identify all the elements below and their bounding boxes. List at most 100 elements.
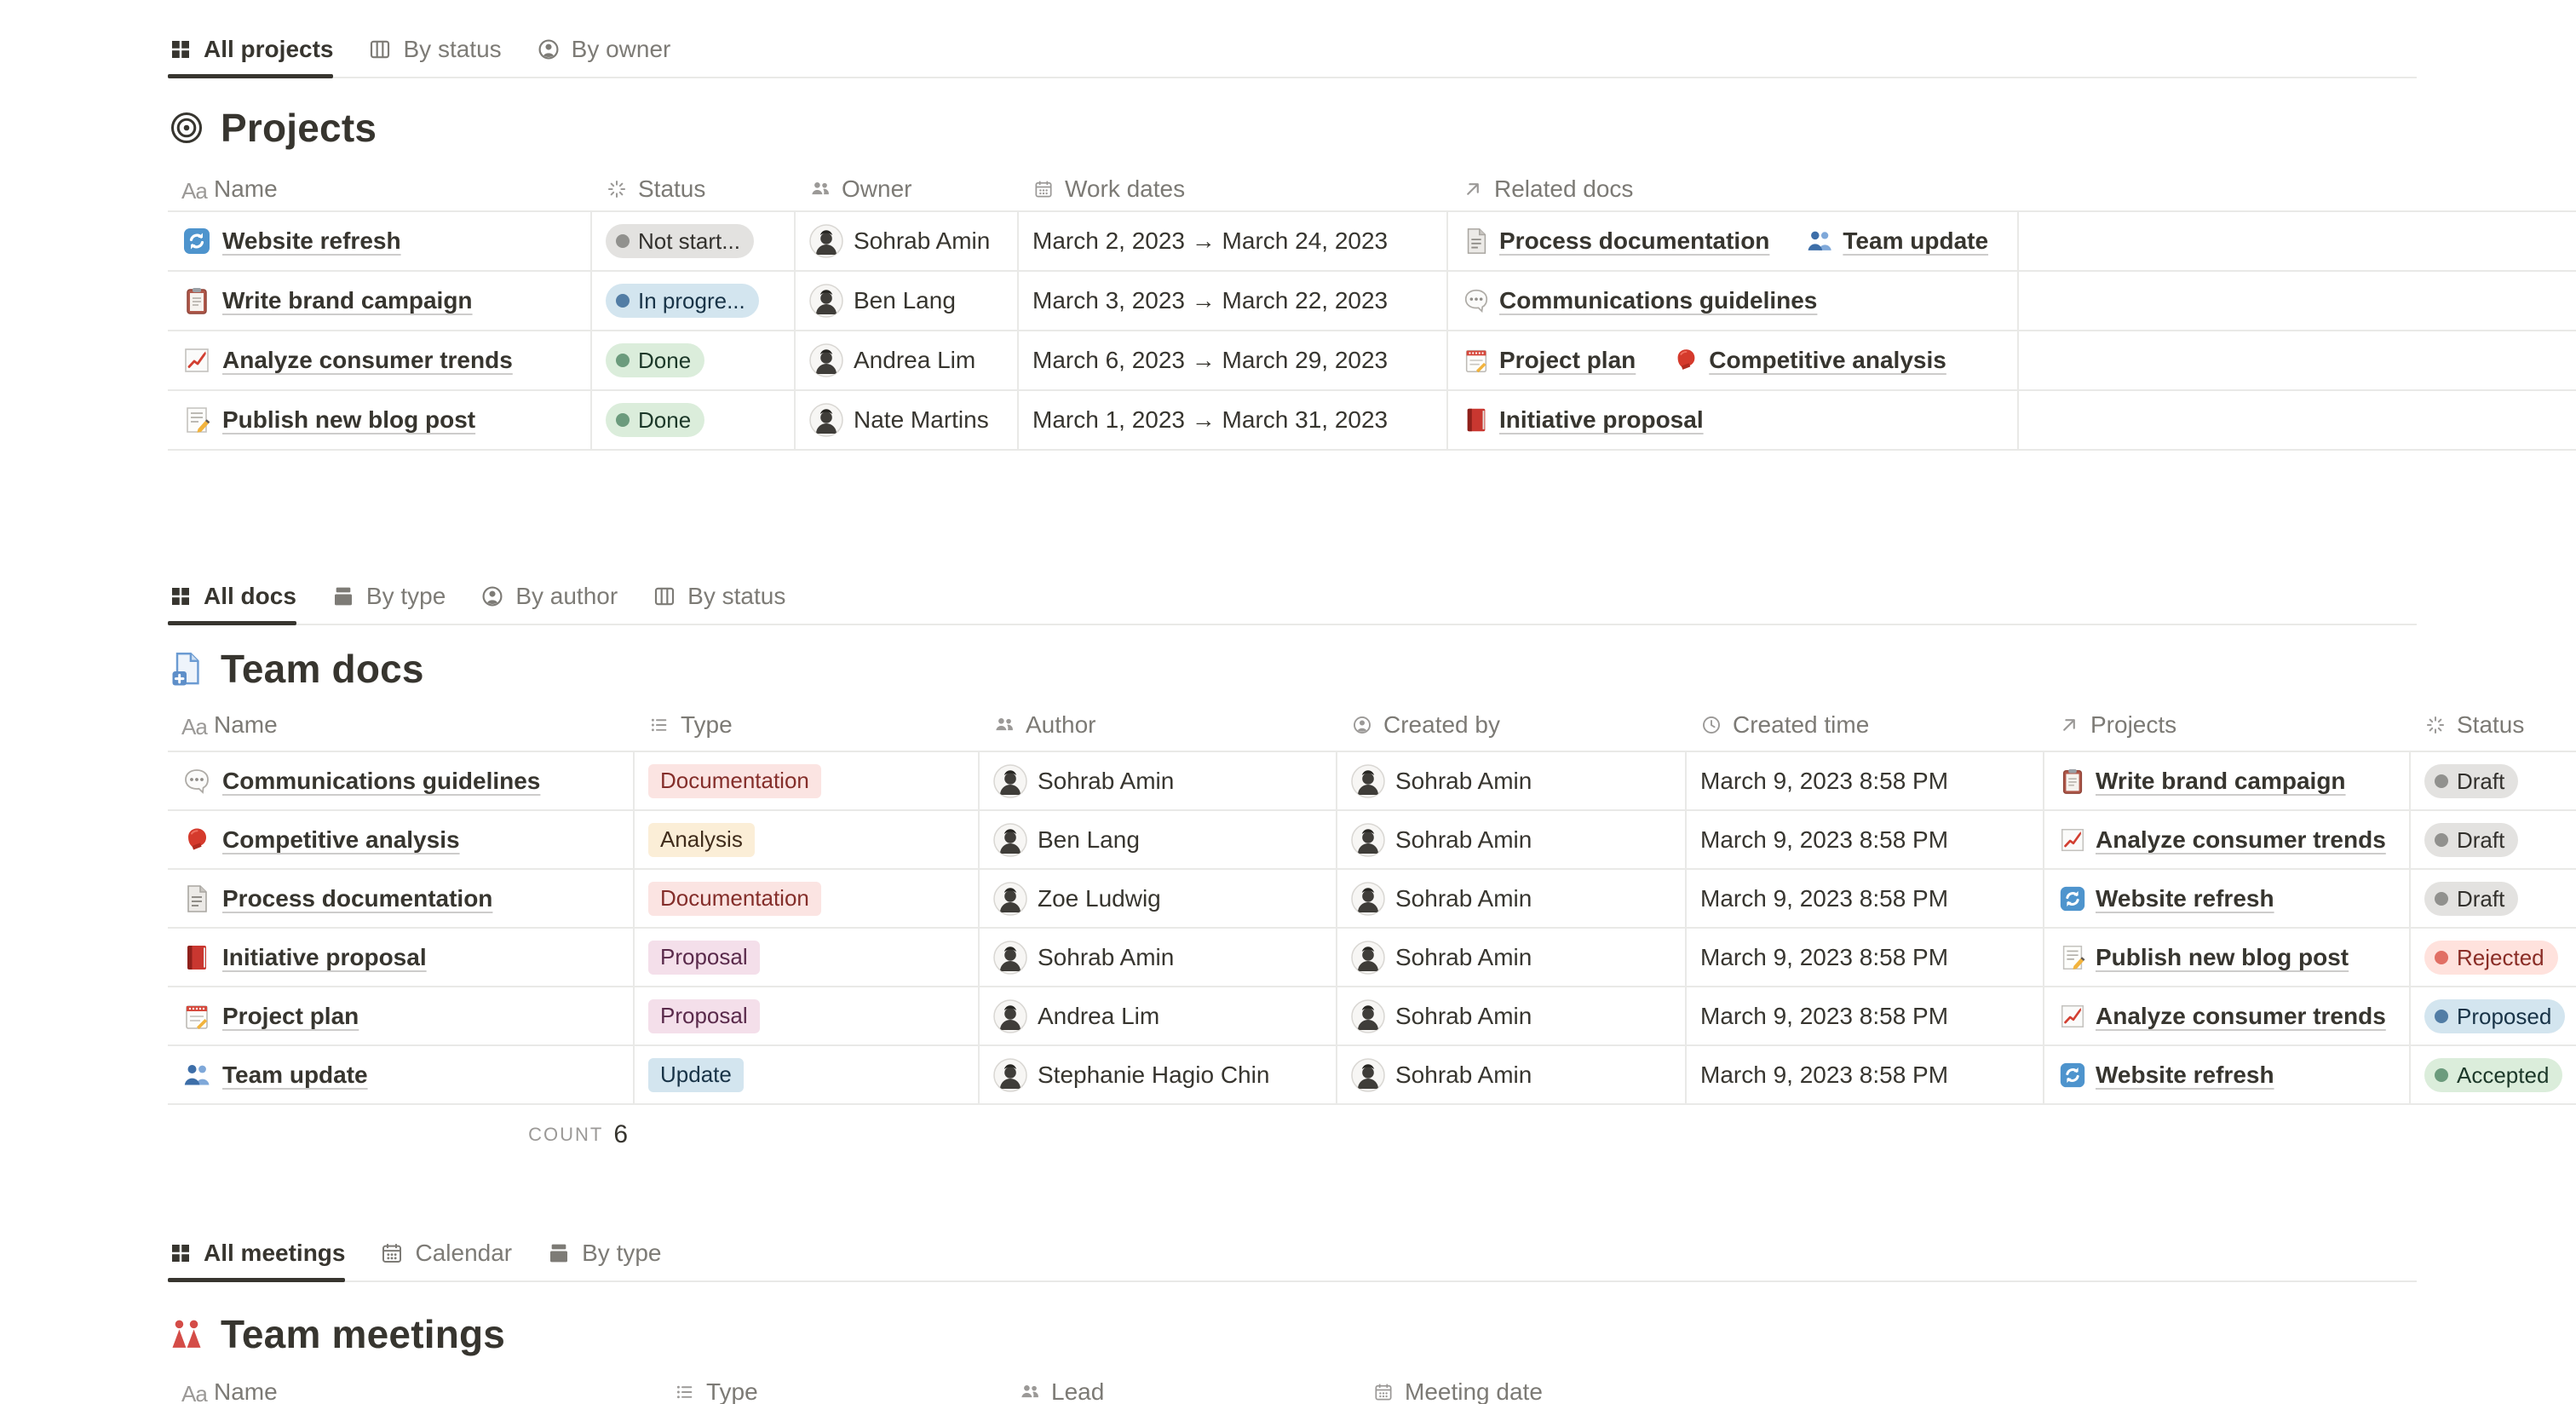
related-doc-link[interactable]: Team update xyxy=(1843,227,1989,254)
column-header-owner[interactable]: Owner xyxy=(796,176,1019,203)
project-link[interactable]: Analyze consumer trends xyxy=(2096,1002,2386,1029)
column-header-status[interactable]: Status xyxy=(2411,711,2576,739)
docs-table-header: Aa Name Type Author Created by Created ti… xyxy=(168,699,2576,751)
column-header-type[interactable]: Type xyxy=(635,711,980,739)
projects-section-title: Projects xyxy=(168,104,2576,152)
doc-name-link[interactable]: Process documentation xyxy=(222,884,493,912)
tab-by-status[interactable]: By status xyxy=(652,581,785,625)
person-circle-icon xyxy=(536,37,561,62)
doc-name-link[interactable]: Communications guidelines xyxy=(222,767,541,794)
status-badge[interactable]: Rejected xyxy=(2424,940,2558,975)
table-row: Website refresh Not start... Sohrab Amin… xyxy=(168,212,2576,272)
column-header-name[interactable]: Aa Name xyxy=(181,711,278,739)
related-doc-link[interactable]: Process documentation xyxy=(1499,227,1770,254)
status-cell: Done xyxy=(592,331,796,389)
doc-name-link[interactable]: Team update xyxy=(222,1061,368,1088)
doc-name-link[interactable]: Project plan xyxy=(222,1002,359,1029)
column-header-type[interactable]: Type xyxy=(660,1378,1005,1404)
count-label: COUNT xyxy=(528,1124,604,1145)
related-doc-link[interactable]: Communications guidelines xyxy=(1499,287,1818,314)
type-badge[interactable]: Documentation xyxy=(648,763,821,798)
tab-by-owner[interactable]: By owner xyxy=(536,34,670,78)
type-cell: Documentation xyxy=(635,752,980,809)
projects-table: Website refresh Not start... Sohrab Amin… xyxy=(168,210,2576,451)
created-time-cell: March 9, 2023 8:58 PM xyxy=(1687,811,2044,868)
created-by-cell: Sohrab Amin xyxy=(1337,1046,1687,1103)
column-header-lead[interactable]: Lead xyxy=(1005,1378,1359,1404)
calendar-icon xyxy=(379,1240,405,1266)
tab-by-type[interactable]: By type xyxy=(546,1238,662,1282)
project-link[interactable]: Write brand campaign xyxy=(2096,767,2346,794)
grid-icon xyxy=(168,1240,193,1266)
column-header-status[interactable]: Status xyxy=(592,176,796,203)
column-header-created-time[interactable]: Created time xyxy=(1687,711,2044,739)
tab-label: By type xyxy=(582,1240,662,1266)
project-name-link[interactable]: Publish new blog post xyxy=(222,406,476,433)
status-badge[interactable]: Draft xyxy=(2424,881,2519,916)
project-link[interactable]: Website refresh xyxy=(2096,1061,2274,1088)
projects-cell: Write brand campaign xyxy=(2044,752,2411,809)
doc-name-link[interactable]: Competitive analysis xyxy=(222,826,460,853)
related-doc-link[interactable]: Initiative proposal xyxy=(1499,406,1704,433)
project-link[interactable]: Analyze consumer trends xyxy=(2096,826,2386,853)
tab-by-type[interactable]: By type xyxy=(331,581,446,625)
name-cell: Initiative proposal xyxy=(168,929,635,986)
project-name-link[interactable]: Analyze consumer trends xyxy=(222,347,513,373)
author-cell: Sohrab Amin xyxy=(980,929,1337,986)
tab-by-status[interactable]: By status xyxy=(367,34,502,78)
work-dates-cell: March 3, 2023 → March 22, 2023 xyxy=(1019,272,1448,330)
project-link[interactable]: Website refresh xyxy=(2096,884,2274,912)
project-name-link[interactable]: Website refresh xyxy=(222,227,401,254)
author-cell: Andrea Lim xyxy=(980,987,1337,1044)
project-link[interactable]: Publish new blog post xyxy=(2096,943,2349,970)
project-name-link[interactable]: Write brand campaign xyxy=(222,287,473,314)
avatar xyxy=(809,403,843,437)
created-time-cell: March 9, 2023 8:58 PM xyxy=(1687,1046,2044,1103)
column-header-name[interactable]: Aa Name xyxy=(181,176,278,203)
column-header-related-docs[interactable]: Related docs xyxy=(1448,176,2019,203)
status-badge[interactable]: In progre... xyxy=(606,284,759,318)
status-badge[interactable]: Not start... xyxy=(606,224,754,258)
blue-doc-icon xyxy=(168,650,205,688)
tab-calendar[interactable]: Calendar xyxy=(379,1238,512,1282)
tab-all-meetings[interactable]: All meetings xyxy=(168,1238,346,1282)
column-header-work-dates[interactable]: Work dates xyxy=(1019,176,1448,203)
status-badge[interactable]: Draft xyxy=(2424,822,2519,857)
tab-label: By author xyxy=(515,583,618,609)
column-header-created-by[interactable]: Created by xyxy=(1337,711,1687,739)
created-by-name: Sohrab Amin xyxy=(1395,884,1532,912)
doc-name-link[interactable]: Initiative proposal xyxy=(222,943,427,970)
column-header-projects[interactable]: Projects xyxy=(2044,711,2411,739)
table-row: Write brand campaign In progre... Ben La… xyxy=(168,272,2576,331)
status-badge[interactable]: Draft xyxy=(2424,763,2519,798)
owner-cell: Andrea Lim xyxy=(796,331,1019,389)
projects-cell: Analyze consumer trends xyxy=(2044,811,2411,868)
tab-all-docs[interactable]: All docs xyxy=(168,581,296,625)
busts-blue-icon xyxy=(181,1060,212,1090)
status-badge[interactable]: Proposed xyxy=(2424,998,2566,1033)
related-doc-link[interactable]: Competitive analysis xyxy=(1709,347,1946,373)
board-icon xyxy=(367,37,393,62)
count-summary[interactable]: COUNT 6 xyxy=(168,1117,635,1153)
type-badge[interactable]: Update xyxy=(648,1057,744,1092)
table-row: Publish new blog post Done Nate Martins … xyxy=(168,391,2576,451)
table-row: Process documentation Documentation Zoe Lu… xyxy=(168,870,2576,929)
tab-all-projects[interactable]: All projects xyxy=(168,34,334,78)
status-badge[interactable]: Done xyxy=(606,343,705,377)
type-badge[interactable]: Analysis xyxy=(648,822,755,857)
related-doc-link[interactable]: Project plan xyxy=(1499,347,1636,373)
red-people-icon xyxy=(168,1315,205,1353)
column-header-meeting-date[interactable]: Meeting date xyxy=(1359,1378,1870,1404)
avatar xyxy=(993,998,1027,1033)
status-badge[interactable]: Done xyxy=(606,403,705,437)
column-header-name[interactable]: Aa Name xyxy=(181,1378,278,1404)
type-badge[interactable]: Proposal xyxy=(648,940,760,975)
owner-name: Andrea Lim xyxy=(854,347,976,373)
status-badge[interactable]: Accepted xyxy=(2424,1057,2563,1092)
tab-by-author[interactable]: By author xyxy=(480,581,618,625)
empty-cell xyxy=(2019,212,2354,270)
type-badge[interactable]: Proposal xyxy=(648,998,760,1033)
column-header-author[interactable]: Author xyxy=(980,711,1337,739)
type-badge[interactable]: Documentation xyxy=(648,881,821,916)
tab-label: All docs xyxy=(204,583,296,609)
